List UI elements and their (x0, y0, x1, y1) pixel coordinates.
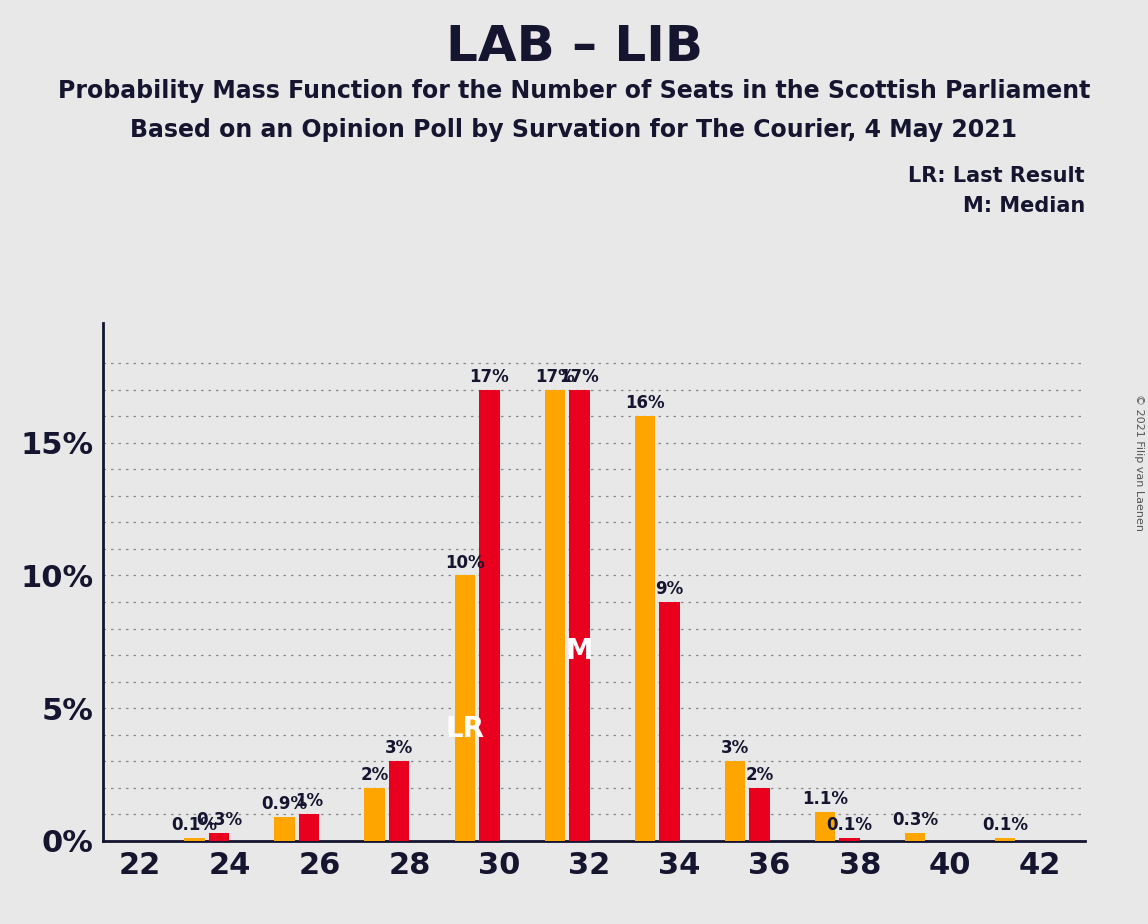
Text: 16%: 16% (625, 395, 665, 412)
Text: 10%: 10% (444, 553, 484, 572)
Bar (750, 788, 769, 841)
Text: 0.3%: 0.3% (196, 811, 242, 829)
Text: LR: Last Result: LR: Last Result (908, 166, 1085, 187)
Bar (995, 838, 1015, 841)
Text: M: M (566, 638, 594, 665)
Text: Probability Mass Function for the Number of Seats in the Scottish Parliament: Probability Mass Function for the Number… (57, 79, 1091, 103)
Bar (364, 788, 385, 841)
Text: 1.1%: 1.1% (801, 790, 848, 808)
Bar (209, 833, 230, 841)
Bar (724, 761, 745, 841)
Text: 17%: 17% (470, 368, 510, 385)
Text: 0.1%: 0.1% (982, 816, 1027, 834)
Text: © 2021 Filip van Laenen: © 2021 Filip van Laenen (1134, 394, 1143, 530)
Text: M: Median: M: Median (963, 196, 1085, 216)
Text: 2%: 2% (745, 766, 774, 784)
Bar (905, 833, 925, 841)
Bar (544, 390, 565, 841)
Text: 1%: 1% (295, 792, 324, 810)
Bar (839, 838, 860, 841)
Text: Based on an Opinion Poll by Survation for The Courier, 4 May 2021: Based on an Opinion Poll by Survation fo… (131, 118, 1017, 142)
Text: 0.1%: 0.1% (827, 816, 872, 834)
Text: 3%: 3% (386, 739, 413, 758)
Text: 0.1%: 0.1% (171, 816, 217, 834)
Text: LR: LR (445, 715, 484, 744)
Bar (635, 417, 654, 841)
Bar (479, 390, 499, 841)
Text: 2%: 2% (360, 766, 389, 784)
Text: 9%: 9% (656, 580, 683, 598)
Text: 17%: 17% (559, 368, 599, 385)
Bar (389, 761, 410, 841)
Bar (569, 390, 590, 841)
Bar (659, 602, 680, 841)
Bar (815, 811, 835, 841)
Bar (185, 838, 204, 841)
Bar (274, 817, 295, 841)
Text: 0.9%: 0.9% (262, 795, 308, 813)
Text: 3%: 3% (721, 739, 748, 758)
Bar (300, 814, 319, 841)
Bar (455, 576, 475, 841)
Text: LAB – LIB: LAB – LIB (445, 23, 703, 71)
Text: 17%: 17% (535, 368, 574, 385)
Text: 0.3%: 0.3% (892, 811, 938, 829)
